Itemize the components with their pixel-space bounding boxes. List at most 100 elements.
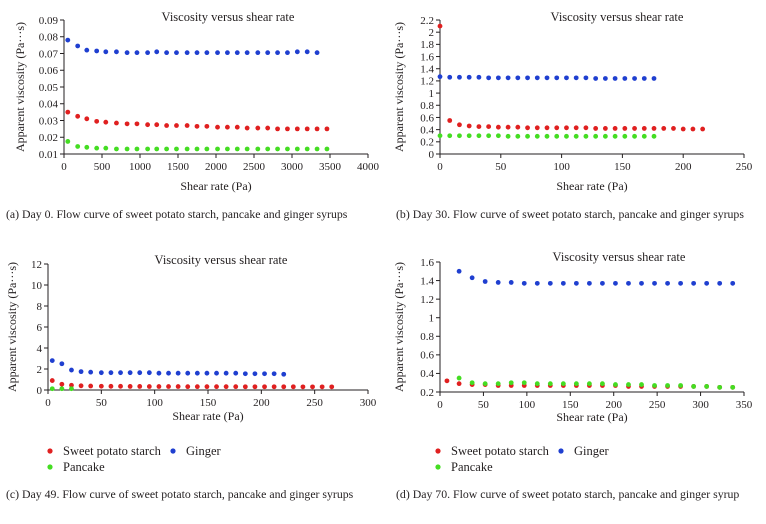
data-point-sweet (262, 384, 267, 390)
data-point-pancake (215, 146, 220, 152)
x-tick-label: 0 (437, 161, 443, 173)
legend-d: Sweet potato starch Ginger Pancake (435, 444, 610, 474)
y-tick-label: 0.07 (39, 48, 59, 60)
caption-b: (b) Day 30. Flow curve of sweet potato s… (396, 207, 744, 221)
series-sweet (65, 109, 330, 132)
data-point-pancake (482, 381, 488, 387)
data-point-ginger (242, 371, 248, 377)
legend-marker-sweet (47, 448, 53, 454)
data-point-pancake (285, 146, 290, 152)
data-point-ginger (602, 76, 608, 81)
x-tick-label: 2500 (243, 161, 266, 173)
chart-b: 00.20.40.60.811.21.41.61.822.2 0 50 100 150 2… (392, 10, 753, 193)
data-point-ginger (262, 371, 267, 377)
data-point-pancake (534, 381, 540, 387)
data-point-pancake (164, 146, 170, 152)
data-point-pancake (691, 384, 697, 389)
series-ginger (49, 358, 287, 377)
data-point-ginger (194, 370, 200, 376)
data-point-sweet (476, 124, 482, 129)
data-point-sweet (593, 126, 599, 131)
data-point-sweet (184, 123, 190, 128)
data-point-ginger (204, 50, 210, 56)
data-point-sweet (324, 126, 330, 132)
data-point-ginger (215, 50, 220, 56)
data-point-ginger (271, 371, 277, 377)
data-point-sweet (505, 124, 511, 130)
data-point-sweet (661, 126, 667, 131)
data-point-pancake (65, 139, 71, 144)
data-point-sweet (329, 384, 335, 390)
data-point-ginger (118, 370, 123, 376)
data-point-sweet (265, 125, 271, 131)
data-point-ginger (78, 369, 84, 375)
data-point-ginger (166, 370, 171, 376)
data-point-ginger (456, 268, 462, 274)
data-point-ginger (437, 74, 443, 80)
data-point-ginger (717, 280, 723, 286)
y-tick-label: 0.04 (39, 99, 59, 111)
y-axis-label: Apparent viscosity (Pa···s) (392, 262, 406, 392)
data-point-pancake (314, 146, 320, 152)
data-point-ginger (554, 75, 560, 81)
legend-label-pancake: Pancake (451, 460, 493, 474)
data-point-sweet (164, 123, 170, 128)
data-point-pancake (525, 133, 530, 139)
y-axis-label: Apparent viscosity (Pa···s) (392, 22, 406, 152)
y-tick-label: 0.06 (39, 65, 59, 77)
data-point-ginger (704, 280, 710, 286)
caption-d: (d) Day 70. Flow curve of sweet potato s… (396, 487, 740, 501)
data-point-sweet (294, 126, 300, 132)
series-ginger (65, 37, 320, 56)
x-tick-label: 0 (437, 399, 443, 411)
data-point-sweet (233, 384, 239, 390)
data-point-ginger (466, 74, 472, 80)
legend-marker-ginger (170, 448, 176, 454)
data-point-pancake (244, 146, 250, 152)
x-tick-label: 50 (96, 397, 108, 409)
data-point-ginger (612, 76, 618, 81)
data-point-sweet (194, 123, 200, 129)
data-point-ginger (457, 74, 462, 80)
data-point-sweet (204, 123, 210, 129)
data-point-ginger (88, 369, 94, 375)
data-point-sweet (204, 384, 210, 390)
x-axis-label: Shear rate (Pa) (556, 410, 627, 424)
y-tick-label: 0.8 (420, 100, 434, 112)
data-point-ginger (476, 74, 482, 80)
x-tick-label: 500 (94, 161, 111, 173)
data-point-sweet (554, 125, 560, 131)
y-tick-label: 2.2 (420, 15, 434, 27)
x-tick-label: 150 (614, 161, 631, 173)
series-pancake (65, 139, 330, 152)
data-point-sweet (622, 126, 628, 131)
data-point-pancake (612, 133, 618, 139)
data-point-pancake (521, 380, 527, 386)
data-point-sweet (285, 126, 290, 132)
data-point-pancake (59, 386, 65, 392)
data-point-ginger (486, 75, 492, 81)
data-point-pancake (678, 383, 683, 388)
data-point-sweet (127, 384, 133, 389)
data-point-ginger (564, 75, 569, 81)
data-point-pancake (554, 133, 560, 139)
data-point-sweet (124, 121, 130, 127)
y-tick-label: 12 (31, 259, 42, 271)
data-point-pancake (717, 384, 723, 390)
legend-marker-pancake (435, 464, 441, 470)
data-point-pancake (652, 383, 657, 388)
y-tick-label: 8 (37, 301, 43, 313)
data-point-sweet (612, 126, 618, 131)
x-tick-label: 100 (553, 161, 570, 173)
x-tick-label: 250 (736, 161, 753, 173)
data-point-sweet (242, 384, 248, 390)
data-point-sweet (234, 124, 240, 130)
y-tick-label: 1.6 (420, 257, 434, 269)
y-tick-label: 0 (429, 149, 435, 161)
data-point-pancake (544, 133, 550, 139)
data-point-pancake (84, 144, 90, 150)
data-point-ginger (573, 75, 579, 81)
data-point-sweet (641, 126, 647, 131)
y-tick-label: 0.6 (420, 112, 434, 124)
y-tick-label: 0.02 (39, 132, 58, 144)
